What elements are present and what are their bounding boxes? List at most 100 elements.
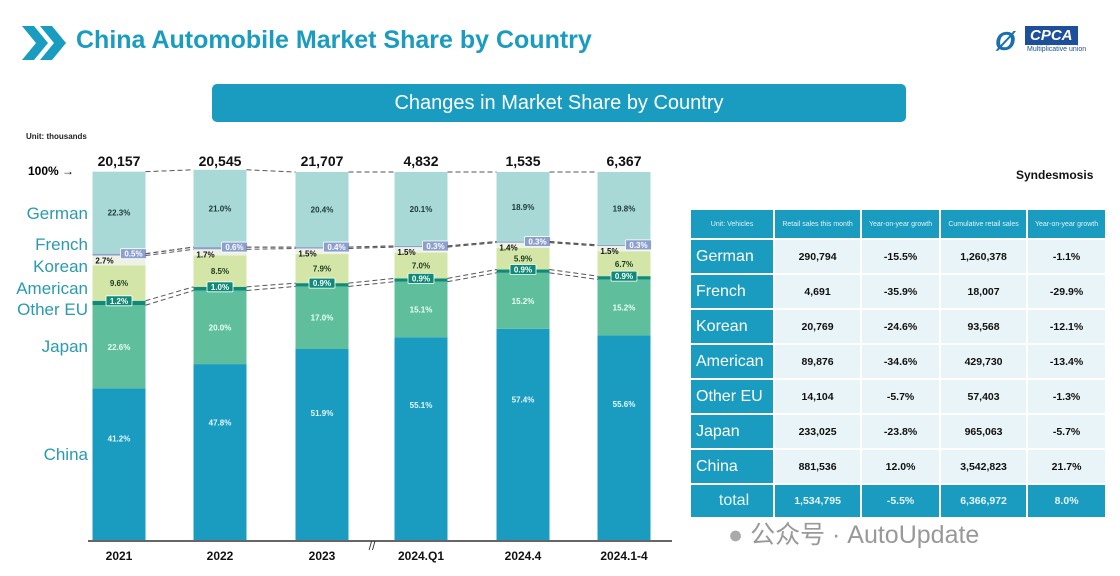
bar-segment-german — [496, 172, 550, 242]
table-row: French 4,691 -35.9% 18,007 -29.9% — [691, 275, 1105, 308]
bar-segment-china — [597, 335, 651, 540]
table-row: German 290,794 -15.5% 1,260,378 -1.1% — [691, 240, 1105, 273]
data-label-china: 57.4% — [512, 396, 535, 405]
bar-segment-french — [597, 244, 651, 246]
table-row: Other EU 14,104 -5.7% 57,403 -1.3% — [691, 380, 1105, 413]
table-header: Unit: Vehicles — [691, 210, 773, 238]
bar-segment-japan — [193, 290, 247, 365]
row-label: China — [691, 450, 773, 483]
bar-segment-korean — [295, 248, 349, 255]
bar-segment-japan — [597, 279, 651, 336]
table-cell: 233,025 — [775, 415, 861, 448]
wechat-watermark: ● 公众号 · AutoUpdate — [728, 515, 979, 551]
bar-segment-french — [496, 241, 550, 243]
legend-american: American — [16, 279, 88, 298]
x-tick-label: 2024.4 — [505, 549, 542, 563]
logo-text: CPCA — [1025, 26, 1078, 45]
connector-line — [447, 241, 497, 247]
bar-segment-japan — [496, 272, 550, 329]
row-label: Korean — [691, 310, 773, 343]
hundred-percent-marker: 100% → — [28, 164, 75, 178]
data-label-german: 19.8% — [613, 204, 636, 213]
table-cell: 4,691 — [775, 275, 861, 308]
table-cell: -5.7% — [862, 380, 939, 413]
connector-line — [348, 245, 395, 248]
bar-segment-china — [394, 337, 448, 540]
bar-segment-french — [394, 245, 448, 248]
table-header: Year-on-year growth — [862, 210, 939, 238]
data-label-korean: 2.7% — [95, 257, 113, 266]
x-tick-label: 2023 — [309, 549, 336, 563]
table-cell: -35.9% — [862, 275, 939, 308]
row-label: total — [691, 485, 773, 517]
table-cell: -24.6% — [862, 310, 939, 343]
connector-line — [145, 286, 194, 302]
data-label-other-eu: 0.9% — [514, 266, 532, 275]
data-label-other-eu: 1.0% — [211, 283, 229, 292]
table-header: Retail sales this month — [775, 210, 861, 238]
table-cell: -15.5% — [862, 240, 939, 273]
bar-segment-german — [295, 172, 349, 248]
bar-segment-american — [92, 265, 146, 301]
data-label-japan: 20.0% — [209, 323, 232, 332]
table-row: Korean 20,769 -24.6% 93,568 -12.1% — [691, 310, 1105, 343]
table-cell: 8.0% — [1028, 485, 1105, 517]
data-label-american: 9.6% — [110, 279, 128, 288]
data-label-korean: 1.5% — [298, 250, 316, 259]
table-cell: 18,007 — [940, 275, 1027, 308]
data-label-box — [308, 277, 336, 289]
data-label-box — [509, 264, 537, 275]
table-header: Year-on-year growth — [1028, 210, 1105, 238]
connector-line — [447, 269, 497, 279]
data-label-german: 18.9% — [512, 203, 535, 212]
connector-line — [348, 277, 395, 284]
x-tick-label: 2021 — [106, 549, 133, 563]
bar-total-label: 4,832 — [403, 153, 438, 169]
stacked-bar-chart: 22.3% 0.5% 2.7% 9.6% 1.2% 22.6% 41.2% 20,157 202… — [88, 153, 672, 563]
bar-segment-korean — [394, 247, 448, 253]
data-label-box — [407, 272, 435, 284]
data-label-american: 6.7% — [615, 260, 633, 269]
bar-total-label: 6,367 — [606, 153, 641, 169]
table-cell: 93,568 — [940, 310, 1027, 343]
bar-segment-japan — [394, 281, 448, 338]
legend-japan: Japan — [41, 337, 88, 356]
data-label-french: 0.3% — [528, 238, 546, 247]
data-label-china: 41.2% — [108, 434, 131, 443]
table-cell: 21.7% — [1028, 450, 1105, 483]
data-label-china: 55.6% — [613, 400, 636, 409]
data-label-japan: 15.2% — [613, 303, 636, 312]
connector-line — [348, 245, 395, 248]
chart-banner: Changes in Market Share by Country — [212, 84, 906, 122]
table-row: American 89,876 -34.6% 429,730 -13.4% — [691, 345, 1105, 378]
data-label-korean: 1.4% — [499, 244, 517, 253]
data-label-american: 7.0% — [412, 261, 430, 270]
bar-segment-german — [92, 171, 146, 254]
table-cell: 20,769 — [775, 310, 861, 343]
row-label: Other EU — [691, 380, 773, 413]
data-label-german: 20.1% — [410, 205, 433, 214]
table-row: total 1,534,795 -5.5% 6,366,972 8.0% — [691, 485, 1105, 517]
connector-line — [145, 290, 194, 306]
data-label-french: 0.3% — [629, 241, 647, 250]
syndesmosis-label: Syndesmosis — [1016, 168, 1094, 182]
x-tick-label: 2022 — [207, 549, 234, 563]
table-cell: 881,536 — [775, 450, 861, 483]
logo-mark-icon: Ø — [995, 26, 1016, 56]
connector-line — [348, 281, 395, 287]
cpca-logo: Ø CPCA Multiplicative union — [995, 24, 1105, 58]
legend-french: French — [35, 235, 88, 254]
legend-other-eu: Other EU — [17, 300, 88, 319]
bar-segment-korean — [496, 242, 550, 248]
table-cell: 1,534,795 — [775, 485, 861, 517]
data-label-korean: 1.5% — [397, 248, 415, 257]
data-label-german: 20.4% — [311, 206, 334, 215]
connector-line — [549, 272, 598, 280]
bar-total-label: 1,535 — [505, 153, 540, 169]
bar-segment-china — [496, 328, 550, 540]
table-cell: 1,260,378 — [940, 240, 1027, 273]
table-cell: -34.6% — [862, 345, 939, 378]
data-label-korean: 1.7% — [196, 250, 214, 259]
axis-break-mark: // — [369, 539, 376, 553]
connector-line — [145, 246, 194, 255]
